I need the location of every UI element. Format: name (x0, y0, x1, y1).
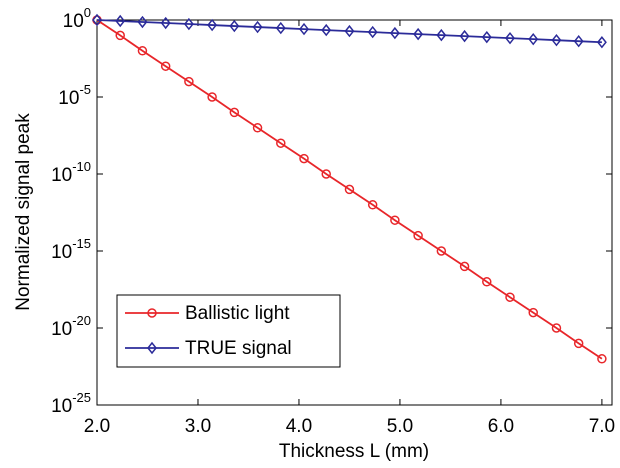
circle-marker (299, 153, 309, 164)
diamond-marker (551, 33, 562, 47)
circle-marker (321, 169, 331, 179)
y-tick-label: 10-25 (51, 390, 91, 417)
circle-marker (207, 92, 217, 102)
circle-marker (436, 246, 447, 256)
diamond-marker (252, 20, 263, 34)
diamond-marker (596, 36, 607, 49)
circle-marker (252, 123, 263, 133)
circle-marker (160, 61, 171, 71)
x-tick-label: 2.0 (84, 416, 110, 437)
diamond-marker (229, 19, 240, 33)
x-tick-label: 5.0 (387, 416, 413, 437)
circle-marker (184, 76, 194, 87)
plot-frame (96, 19, 613, 406)
diamond-marker (528, 32, 539, 46)
circle-marker (229, 107, 240, 118)
diamond-marker (137, 15, 148, 29)
diamond-marker (481, 30, 492, 44)
circle-marker (573, 338, 584, 349)
diamond-marker (413, 27, 424, 41)
diamond-marker (344, 24, 355, 38)
circle-marker (367, 200, 378, 210)
legend-marker (147, 308, 157, 318)
circle-marker (276, 138, 286, 148)
x-axis-label: Thickness L (mm) (279, 441, 429, 462)
circle-marker (344, 184, 355, 195)
diamond-marker (459, 29, 470, 43)
circle-marker (137, 46, 148, 56)
y-tick-label: 10-20 (51, 313, 91, 340)
x-tick-label: 7.0 (589, 416, 615, 437)
circle-marker (115, 30, 125, 41)
series-line (96, 19, 602, 44)
legend-marker (147, 341, 157, 355)
circle-marker (459, 261, 470, 272)
legend-label: TRUE signal (185, 338, 292, 359)
diamond-marker (160, 16, 171, 30)
y-axis-label: Normalized signal peak (13, 113, 34, 311)
y-tick-label: 100 (63, 5, 91, 32)
diamond-marker (183, 17, 194, 31)
diamond-marker (321, 23, 332, 37)
diamond-marker (367, 25, 378, 39)
diamond-marker (573, 35, 584, 48)
diamond-marker (275, 21, 286, 35)
circle-marker (482, 277, 492, 287)
diamond-marker (299, 22, 309, 36)
circle-marker (390, 215, 400, 225)
circle-marker (551, 323, 562, 333)
x-tick-label: 3.0 (185, 416, 211, 437)
circle-marker (597, 354, 607, 364)
diamond-marker (92, 13, 102, 27)
series-line (96, 19, 603, 360)
circle-marker (413, 230, 423, 241)
diamond-marker (436, 28, 447, 42)
diamond-marker (207, 18, 218, 32)
y-tick-label: 10-10 (51, 159, 91, 186)
circle-marker (505, 292, 515, 302)
legend-label: Ballistic light (185, 303, 290, 324)
diamond-marker (115, 14, 126, 28)
diamond-marker (389, 26, 400, 40)
legend-box (116, 294, 341, 368)
circle-marker (528, 307, 538, 318)
x-tick-label: 4.0 (286, 416, 312, 437)
x-tick-label: 6.0 (488, 416, 514, 437)
y-tick-label: 10-5 (58, 82, 91, 109)
diamond-marker (505, 31, 515, 45)
y-tick-label: 10-15 (51, 236, 91, 263)
